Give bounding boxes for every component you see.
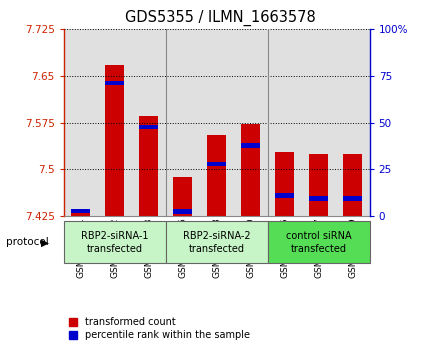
Bar <box>98 29 132 216</box>
Text: GDS5355 / ILMN_1663578: GDS5355 / ILMN_1663578 <box>125 10 315 26</box>
Bar <box>71 212 90 216</box>
Legend: transformed count, percentile rank within the sample: transformed count, percentile rank withi… <box>69 317 250 340</box>
Bar <box>64 29 98 216</box>
Bar <box>106 65 124 216</box>
Bar <box>166 29 200 216</box>
Bar <box>309 196 328 201</box>
Bar <box>343 154 362 216</box>
Bar <box>275 152 294 216</box>
Text: ▶: ▶ <box>41 237 49 248</box>
Bar <box>268 221 370 263</box>
Bar <box>275 193 294 197</box>
Bar <box>139 125 158 129</box>
Bar <box>166 221 268 263</box>
Bar <box>139 116 158 216</box>
Bar <box>302 29 336 216</box>
Bar <box>173 209 192 214</box>
Bar <box>132 29 166 216</box>
Bar <box>71 209 90 213</box>
Bar <box>173 177 192 216</box>
Text: RBP2-siRNA-2
transfected: RBP2-siRNA-2 transfected <box>183 231 250 253</box>
Bar <box>64 221 166 263</box>
Text: RBP2-siRNA-1
transfected: RBP2-siRNA-1 transfected <box>81 231 149 253</box>
Bar <box>200 29 234 216</box>
Bar <box>207 162 226 167</box>
Bar <box>343 196 362 201</box>
Bar <box>106 81 124 85</box>
Bar <box>234 29 268 216</box>
Bar <box>207 135 226 216</box>
Bar <box>336 29 370 216</box>
Bar <box>241 125 260 216</box>
Bar <box>268 29 302 216</box>
Bar <box>309 154 328 216</box>
Text: control siRNA
transfected: control siRNA transfected <box>286 231 352 253</box>
Bar <box>241 143 260 148</box>
Text: protocol: protocol <box>6 237 48 248</box>
